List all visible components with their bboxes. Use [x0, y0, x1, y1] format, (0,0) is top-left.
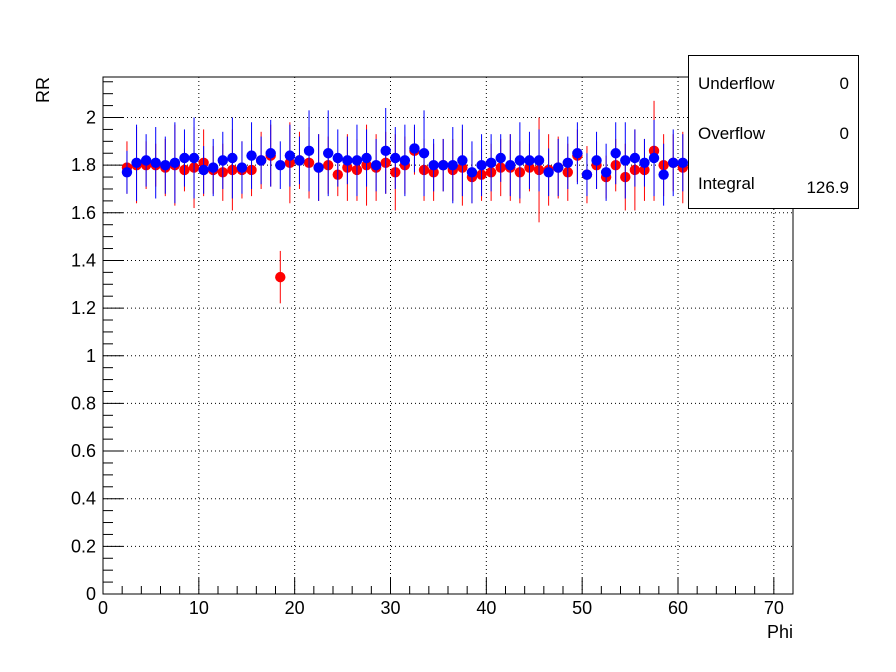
- data-point: [140, 155, 152, 166]
- data-point: [198, 164, 209, 176]
- data-point: [648, 152, 660, 164]
- data-point: [380, 145, 391, 157]
- grid-layer: [103, 77, 793, 594]
- x-tick-label: 0: [98, 598, 108, 618]
- data-point: [217, 155, 228, 166]
- x-tick-label: 60: [668, 598, 688, 618]
- data-point: [160, 159, 171, 171]
- overflow-label: Overflow: [698, 124, 766, 143]
- y-tick-label: 2: [86, 108, 96, 128]
- data-point: [581, 169, 593, 180]
- data-point: [476, 159, 487, 171]
- data-point: [342, 155, 353, 166]
- data-point: [399, 155, 411, 166]
- data-point: [361, 152, 372, 164]
- series-blue: [121, 107, 688, 206]
- y-tick-label: 1.2: [71, 298, 96, 318]
- data-point: [610, 148, 621, 159]
- data-point: [246, 150, 257, 161]
- y-tick-label: 0.2: [71, 536, 96, 556]
- data-point: [562, 157, 573, 168]
- data-point: [639, 157, 650, 168]
- x-tick-label: 70: [764, 598, 784, 618]
- y-tick-label: 0.8: [71, 393, 96, 413]
- y-axis-label: RR: [33, 77, 53, 103]
- data-point: [294, 155, 305, 166]
- data-point: [620, 155, 631, 166]
- data-point: [677, 157, 688, 168]
- x-tick-label: 50: [572, 598, 592, 618]
- y-tick-label: 1.8: [71, 155, 96, 175]
- data-point: [533, 155, 545, 166]
- y-tick-label: 0.6: [71, 441, 96, 461]
- underflow-label: Underflow: [698, 74, 775, 93]
- data-point: [131, 157, 142, 168]
- integral-row: Integral 126.9: [689, 174, 858, 197]
- data-point: [313, 162, 324, 173]
- data-point: [505, 159, 516, 171]
- data-point: [447, 159, 458, 171]
- y-tick-label: 1: [86, 346, 96, 366]
- y-tick-label: 0: [86, 584, 96, 604]
- data-point: [275, 271, 286, 283]
- data-point: [438, 159, 449, 171]
- axis-ticks: [102, 81, 775, 595]
- data-point: [351, 155, 363, 166]
- data-point: [332, 152, 343, 164]
- data-point: [303, 145, 315, 157]
- data-point: [572, 148, 583, 159]
- data-point: [629, 152, 641, 164]
- data-point: [255, 155, 267, 166]
- x-tick-label: 40: [476, 598, 496, 618]
- data-point: [514, 155, 526, 166]
- y-tick-label: 0.4: [71, 489, 96, 509]
- underflow-row: Underflow 0: [689, 74, 858, 94]
- data-point: [179, 152, 190, 164]
- data-point: [600, 167, 612, 178]
- data-point: [150, 157, 161, 168]
- data-point: [390, 152, 401, 164]
- x-tick-label: 10: [189, 598, 209, 618]
- x-axis-label: Phi: [767, 622, 793, 642]
- x-tick-label: 20: [285, 598, 305, 618]
- data-point: [485, 157, 497, 168]
- data-point: [466, 167, 478, 178]
- x-tick-label: 30: [380, 598, 400, 618]
- data-point: [409, 143, 420, 154]
- data-point: [524, 155, 535, 166]
- data-point: [265, 148, 276, 159]
- data-point: [284, 150, 296, 161]
- data-point: [418, 148, 430, 159]
- data-point: [323, 148, 334, 159]
- data-point: [428, 159, 439, 171]
- data-point: [495, 152, 506, 164]
- y-tick-labels: 0 0.2 0.4 0.6 0.8 1 1.2 1.4 1.6 1.8 2: [71, 108, 96, 604]
- x-tick-labels: 0 10 20 30 40 50 60 70: [98, 598, 784, 618]
- integral-value: 126.9: [806, 178, 849, 197]
- data-point: [121, 167, 133, 178]
- stats-box: Underflow 0 Overflow 0 Integral 126.9: [688, 55, 859, 209]
- data-point: [658, 169, 669, 180]
- data-point: [236, 162, 248, 173]
- integral-label: Integral: [698, 174, 755, 193]
- y-tick-label: 1.6: [71, 203, 96, 223]
- overflow-value: 0: [839, 124, 849, 143]
- data-point: [208, 162, 219, 173]
- y-tick-label: 1.4: [71, 250, 96, 270]
- overflow-row: Overflow 0: [689, 124, 858, 144]
- series-layer: [121, 100, 688, 304]
- data-point: [275, 159, 286, 171]
- underflow-value: 0: [839, 74, 849, 93]
- data-point: [543, 167, 554, 178]
- data-point: [553, 162, 564, 173]
- data-point: [370, 159, 382, 171]
- data-point: [227, 152, 238, 164]
- data-point: [188, 152, 200, 164]
- data-point: [591, 155, 602, 166]
- data-point: [668, 157, 679, 168]
- data-point: [169, 157, 181, 168]
- data-point: [457, 155, 468, 166]
